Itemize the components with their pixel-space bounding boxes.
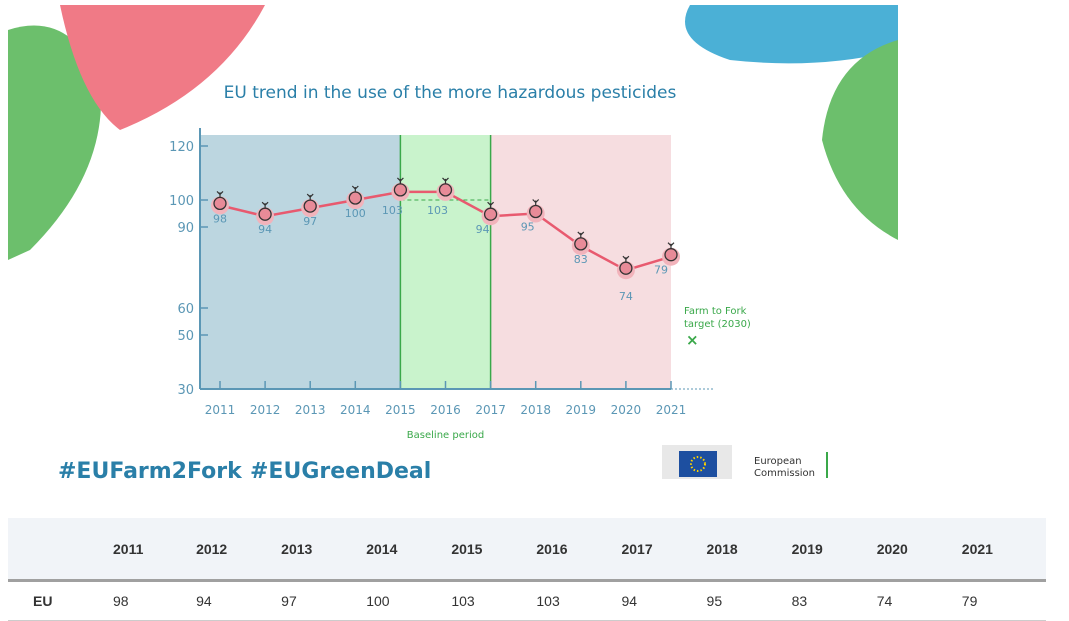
pesticide-bottle-icon	[348, 191, 362, 205]
table-cell: 97	[280, 580, 366, 621]
y-tick-label: 120	[169, 140, 194, 155]
table-row: EU 98 94 97 100 103 103 94 95 83 74 79	[8, 580, 1046, 621]
data-label: 79	[654, 264, 668, 277]
table-cell: 94	[620, 580, 706, 621]
table-header-row: 2011 2012 2013 2014 2015 2016 2017 2018 2019 2020…	[8, 518, 1046, 582]
hashtag-greendeal: #EUGreenDeal	[250, 459, 431, 484]
data-label: 83	[574, 253, 588, 266]
table-cell: 74	[875, 580, 961, 621]
y-tick-label: 30	[177, 383, 194, 398]
table-cell: 103	[450, 580, 536, 621]
column-header: 2016	[535, 518, 621, 582]
x-tick-label: 2018	[520, 403, 551, 417]
pesticide-bottle-icon	[483, 207, 498, 221]
sprout-icon	[487, 201, 495, 209]
x-tick-label: 2019	[566, 403, 597, 417]
table-cell: 100	[365, 580, 451, 621]
pesticide-bottle-icon	[438, 183, 453, 197]
european-commission-logo: European Commission	[662, 445, 828, 479]
x-tick-label: 2020	[611, 403, 642, 417]
sprout-icon	[532, 199, 540, 206]
sprout-icon	[351, 185, 359, 192]
column-header: 2015	[450, 518, 536, 582]
data-label: 100	[345, 207, 366, 220]
sprout-icon	[216, 190, 224, 198]
svg-text:European: European	[754, 456, 802, 467]
x-tick-label: 2014	[340, 403, 371, 417]
leaf-green-left-decoration	[8, 25, 102, 260]
table-cell: 94	[195, 580, 281, 621]
y-tick-label: 100	[169, 194, 194, 209]
sprout-icon	[667, 242, 675, 249]
leaf-pink-decoration	[60, 5, 265, 130]
data-label: 94	[476, 223, 490, 236]
x-tick-label: 2021	[656, 403, 687, 417]
table-cell: 95	[705, 580, 791, 621]
sprout-icon	[306, 193, 314, 201]
column-header: 2017	[620, 518, 706, 582]
data-label: 98	[213, 212, 227, 225]
pesticide-bottle-icon	[303, 199, 317, 213]
x-tick-label: 2016	[430, 403, 461, 417]
column-header: 2013	[280, 518, 366, 582]
eu-flag-icon	[679, 451, 717, 477]
column-header: 2019	[790, 518, 876, 582]
target-label: Farm to Fork	[684, 306, 747, 317]
x-tick-label: 2011	[205, 403, 236, 417]
x-tick-label: 2013	[295, 403, 326, 417]
data-label: 103	[382, 204, 403, 217]
column-header: 2018	[705, 518, 791, 582]
target-label: target (2030)	[684, 319, 751, 330]
band-baseline	[400, 135, 491, 389]
sprout-icon	[261, 201, 269, 209]
pesticide-bottle-icon	[574, 237, 588, 251]
sprout-icon	[396, 177, 404, 184]
column-header: 2020	[875, 518, 961, 582]
hashtag-farm2fork: #EUFarm2Fork	[58, 459, 243, 484]
x-tick-label: 2017	[475, 403, 506, 417]
y-tick-label: 90	[177, 221, 194, 236]
leaf-blue-decoration	[685, 5, 898, 64]
sprout-icon	[577, 231, 585, 238]
table-cell: 103	[535, 580, 621, 621]
pesticide-bottle-icon	[258, 207, 272, 221]
column-header: 2021	[960, 518, 1046, 582]
band-pre-baseline	[200, 135, 401, 389]
sprout-icon	[622, 255, 630, 263]
data-label: 103	[427, 204, 448, 217]
baseline-label: Baseline period	[407, 430, 484, 441]
band-post-baseline	[490, 135, 671, 389]
data-label: 74	[619, 290, 633, 303]
table-cell: 79	[960, 580, 1046, 621]
pesticide-bottle-icon	[393, 183, 408, 197]
leaf-green-right-decoration	[822, 40, 898, 240]
y-tick-label: 50	[177, 329, 194, 344]
sprout-icon	[442, 177, 449, 184]
x-tick-label: 2012	[250, 403, 281, 417]
table-cell: 98	[112, 580, 196, 621]
infographic: EU trend in the use of the more hazardou…	[8, 5, 898, 484]
pesticide-bottle-icon	[619, 261, 633, 275]
pesticide-bottle-icon	[664, 248, 678, 262]
data-table: 2011 2012 2013 2014 2015 2016 2017 2018 2019 2020…	[8, 518, 1046, 621]
column-header: 2012	[195, 518, 281, 582]
table-cell: 83	[790, 580, 876, 621]
data-label: 95	[521, 221, 535, 234]
y-tick-label: 60	[177, 302, 194, 317]
x-tick-label: 2015	[385, 403, 416, 417]
pesticide-bottle-icon	[529, 204, 543, 219]
chart-title: EU trend in the use of the more hazardou…	[224, 83, 677, 103]
column-header: 2011	[112, 518, 196, 582]
target-marker: ×	[686, 331, 699, 349]
data-label: 94	[258, 223, 272, 236]
row-label: EU	[8, 580, 112, 621]
pesticide-bottle-icon	[213, 196, 227, 211]
svg-text:Commission: Commission	[754, 468, 815, 479]
column-header: 2014	[365, 518, 451, 582]
data-label: 97	[303, 215, 317, 228]
